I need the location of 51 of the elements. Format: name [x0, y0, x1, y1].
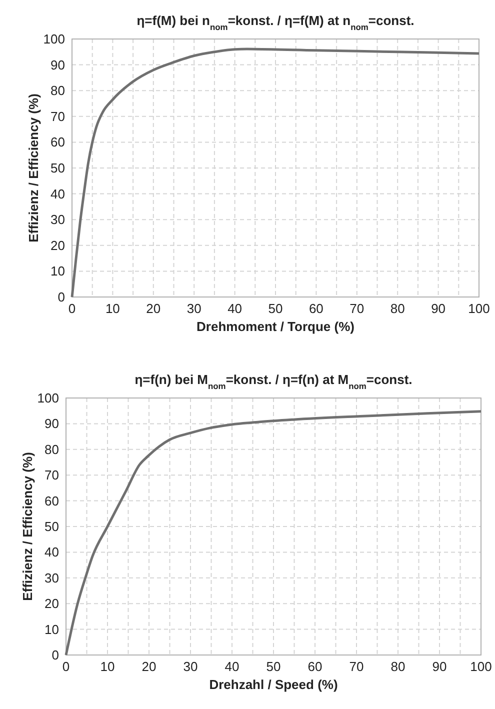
x-tick-label: 30	[186, 301, 202, 316]
x-tick-label: 10	[105, 301, 120, 316]
y-tick-label: 0	[52, 648, 59, 662]
x-tick-label: 20	[146, 301, 161, 316]
y-tick-label: 90	[50, 57, 65, 72]
line-series	[70, 48, 480, 298]
y-tick-label: 10	[50, 264, 65, 279]
x-axis-title: Drehmoment / Torque (%)	[196, 319, 354, 334]
x-tick-label: 100	[468, 301, 490, 316]
x-tick-label: 100	[470, 659, 492, 674]
y-tick-label: 90	[44, 416, 59, 432]
y-tick-label: 60	[44, 493, 59, 508]
y-tick-label: 40	[50, 186, 65, 202]
y-tick-label: 0	[58, 290, 65, 304]
x-tick-label: 50	[268, 301, 283, 316]
x-tick-label: 40	[228, 301, 242, 316]
y-tick-label: 100	[43, 32, 65, 46]
y-tick-label: 80	[44, 442, 59, 457]
x-tick-label: 90	[432, 659, 447, 674]
y-axis-title: Effizienz / Efficiency (%)	[26, 94, 41, 242]
y-tick-label: 50	[44, 519, 59, 534]
y-tick-label: 10	[44, 622, 59, 637]
y-tick-label: 50	[50, 160, 65, 176]
x-tick-label: 70	[350, 301, 364, 316]
y-tick-label: 80	[50, 83, 65, 98]
x-tick-label: 10	[100, 659, 115, 674]
x-axis-title: Drehzahl / Speed (%)	[209, 677, 338, 692]
y-tick-label: 70	[50, 108, 65, 124]
y-tick-label: 70	[44, 468, 59, 483]
x-tick-label: 90	[431, 301, 446, 316]
x-tick-label: 30	[183, 659, 198, 674]
x-tick-label: 50	[266, 659, 281, 674]
x-tick-label: 60	[308, 659, 322, 674]
x-tick-label: 80	[390, 659, 406, 674]
chart-title: η=f(M) bei n$_{nom}$=konst. / η=f(M) at n$_{nom}$=const.	[136, 13, 414, 32]
y-tick-label: 20	[50, 238, 65, 253]
y-tick-label: 30	[50, 212, 65, 228]
y-tick-label: 40	[44, 544, 59, 560]
x-tick-label: 40	[224, 659, 240, 674]
y-tick-label: 100	[37, 390, 59, 406]
x-tick-label: 20	[142, 659, 156, 674]
x-tick-label: 0	[68, 301, 76, 316]
y-tick-label: 60	[50, 134, 65, 150]
x-tick-label: 70	[349, 659, 364, 674]
line-series	[64, 410, 482, 656]
y-tick-label: 30	[44, 570, 59, 586]
y-axis-title: Effizienz / Efficiency (%)	[20, 452, 35, 601]
x-tick-label: 60	[308, 301, 324, 316]
x-tick-label: 80	[390, 301, 405, 316]
y-tick-label: 20	[44, 596, 59, 612]
chart-title: η=f(n) bei M$_{nom}$=konst. / η=f(n) at M$_{nom}$=const.	[134, 372, 412, 391]
